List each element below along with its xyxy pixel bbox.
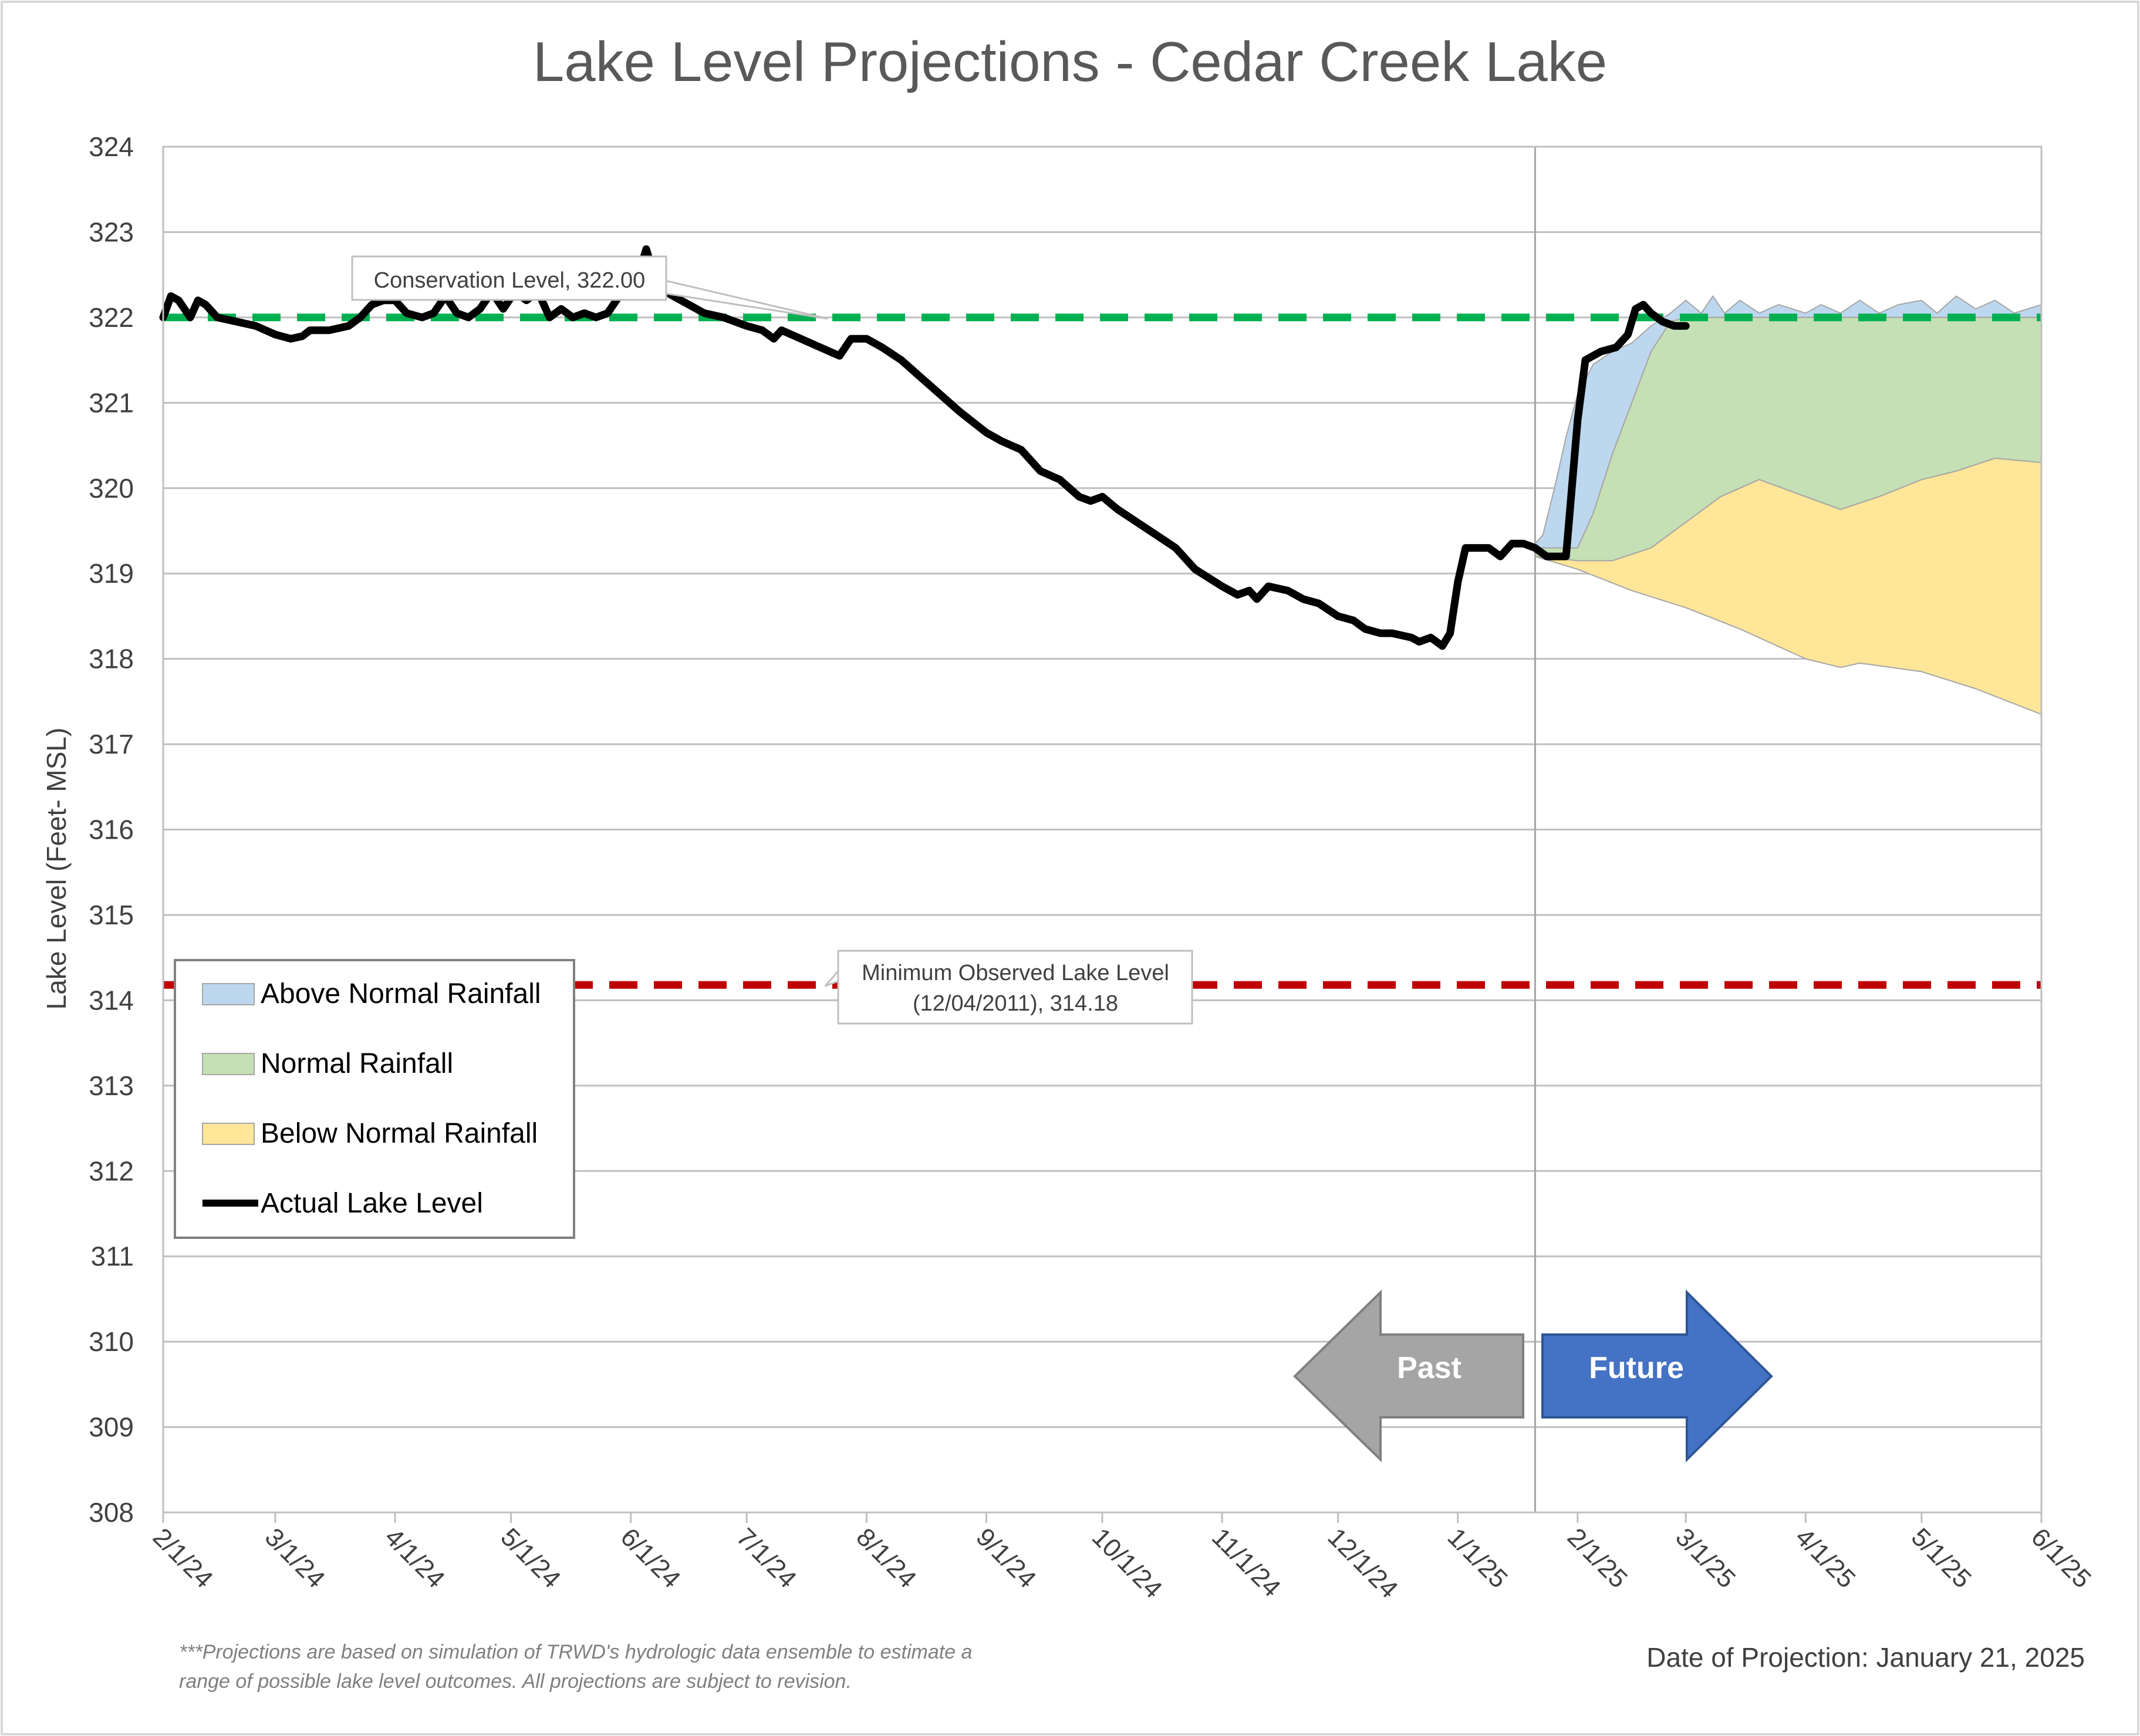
y-tick-label-316: 316: [89, 815, 134, 845]
y-tick-label-310: 310: [89, 1326, 134, 1357]
minimum-level-label-line2: (12/04/2011), 314.18: [913, 991, 1118, 1016]
y-tick-label-324: 324: [89, 131, 134, 162]
legend-label-actual: Actual Lake Level: [261, 1188, 483, 1219]
past-label: Past: [1397, 1351, 1461, 1385]
legend-item-normal: Normal Rainfall: [202, 1048, 453, 1079]
past-arrow: Past: [1293, 1289, 1524, 1463]
legend-swatch-normal: [202, 1053, 255, 1075]
y-tick-label-322: 322: [89, 302, 134, 333]
legend-swatch-below-normal: [202, 1123, 255, 1145]
y-tick-label-318: 318: [89, 644, 134, 674]
y-tick-label-309: 309: [89, 1412, 134, 1443]
y-tick-label-314: 314: [89, 985, 134, 1015]
series-actual-lake-level: [159, 245, 1690, 650]
future-label: Future: [1589, 1351, 1684, 1385]
legend: Above Normal Rainfall Normal Rainfall Be…: [174, 959, 575, 1239]
legend-item-actual: Actual Lake Level: [202, 1188, 483, 1219]
y-tick-label-313: 313: [89, 1070, 134, 1101]
y-tick-label-319: 319: [89, 558, 134, 589]
y-tick-label-315: 315: [89, 900, 134, 930]
y-tick-label-317: 317: [89, 729, 134, 759]
conservation-level-label: Conservation Level, 322.00: [374, 268, 646, 293]
conservation-level-callout: Conservation Level, 322.00: [351, 255, 828, 320]
y-axis-tick-labels: 308 309 310 311 312 313 314 315 316 317 318 319 320 3…: [89, 131, 134, 1528]
projection-bands: [1534, 147, 2042, 1512]
y-tick-label-323: 323: [89, 217, 134, 247]
y-axis-label: Lake Level (Feet- MSL): [41, 728, 72, 1010]
y-tick-label-308: 308: [89, 1497, 134, 1528]
legend-swatch-above-normal: [202, 983, 255, 1005]
legend-item-below-normal: Below Normal Rainfall: [202, 1118, 538, 1149]
future-arrow: Future: [1541, 1289, 1773, 1463]
actual-lake-level-line-group: [159, 245, 1690, 650]
y-tick-label-311: 311: [91, 1241, 134, 1272]
footnote-line-1: ***Projections are based on simulation o…: [179, 1641, 972, 1663]
chart-title: Lake Level Projections - Cedar Creek Lak…: [533, 31, 1607, 93]
y-tick-label-321: 321: [89, 387, 134, 418]
band-below-normal-rainfall: [1535, 457, 2042, 715]
legend-label-normal: Normal Rainfall: [261, 1048, 453, 1079]
legend-item-above-normal: Above Normal Rainfall: [202, 978, 541, 1009]
legend-label-above-normal: Above Normal Rainfall: [261, 978, 541, 1009]
y-tick-label-320: 320: [89, 473, 134, 504]
projection-date-text: Date of Projection: January 21, 2025: [1646, 1642, 2085, 1673]
minimum-level-callout: Minimum Observed Lake Level (12/04/2011)…: [824, 950, 1193, 1025]
footnote-line-2: range of possible lake level outcomes. A…: [179, 1670, 852, 1693]
minimum-level-label-line1: Minimum Observed Lake Level: [862, 961, 1169, 985]
legend-label-below-normal: Below Normal Rainfall: [261, 1118, 538, 1149]
y-tick-label-312: 312: [89, 1156, 134, 1186]
